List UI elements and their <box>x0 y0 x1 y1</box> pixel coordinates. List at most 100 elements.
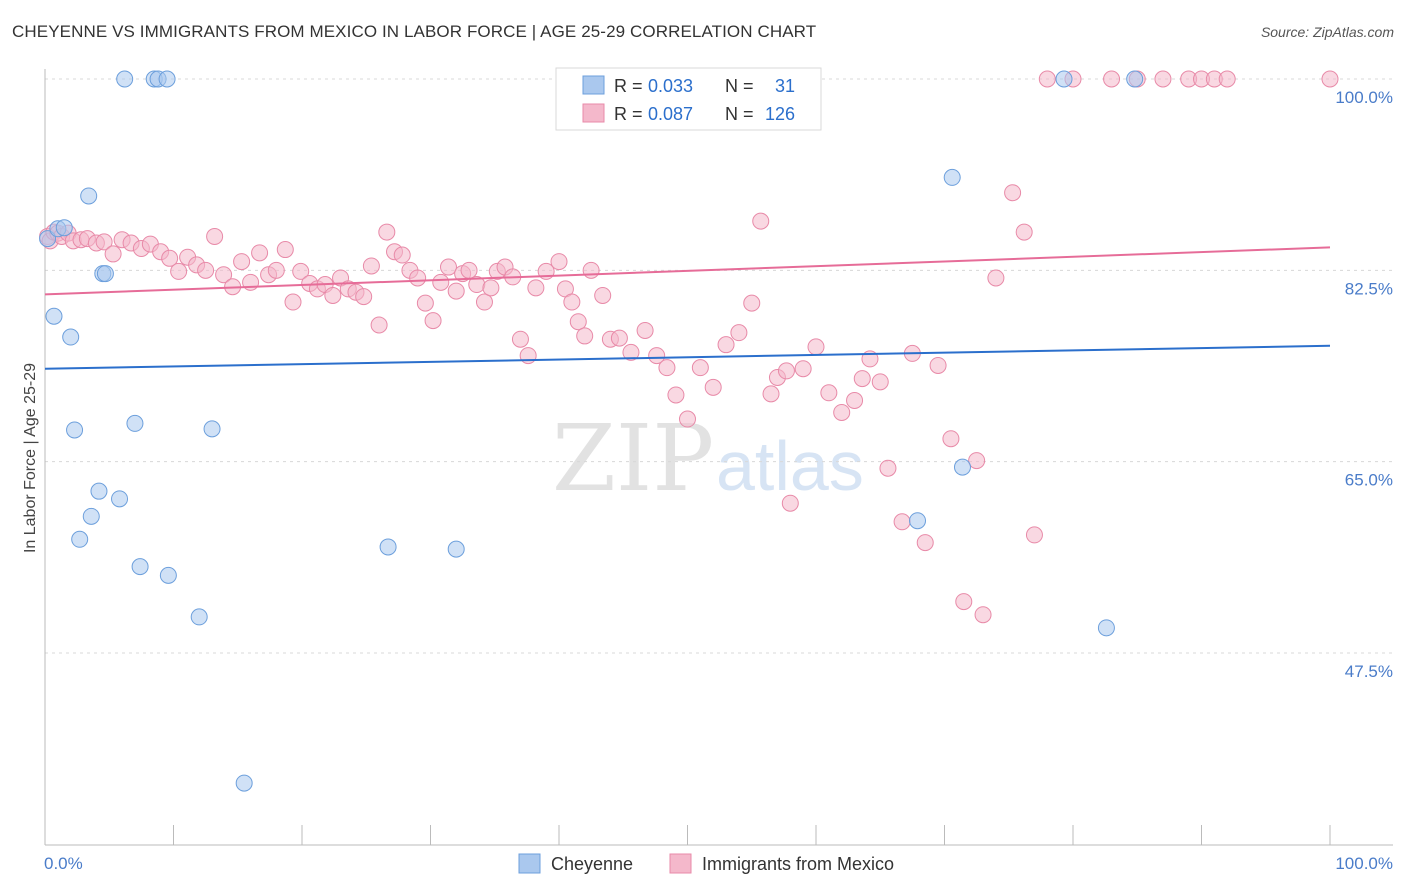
mexico-point-94 <box>846 391 864 409</box>
bottom-legend-label-cheyenne: Cheyenne <box>551 854 633 874</box>
mexico-point-43 <box>378 223 396 241</box>
mexico-point-70 <box>582 261 600 279</box>
y-tick-label-2: 82.5% <box>1345 279 1393 298</box>
cheyenne-point-0 <box>39 230 57 248</box>
mexico-point-77 <box>658 359 676 377</box>
mexico-point-42 <box>370 316 388 334</box>
mexico-point-106 <box>974 606 992 624</box>
mexico-point-120 <box>1321 70 1339 88</box>
mexico-point-21 <box>197 261 215 279</box>
mexico-point-102 <box>929 356 947 374</box>
y-tick-label-3: 100.0% <box>1335 88 1393 107</box>
mexico-point-71 <box>594 286 612 304</box>
mexico-point-99 <box>893 513 911 531</box>
mexico-point-80 <box>691 359 709 377</box>
mexico-point-65 <box>550 253 568 271</box>
cheyenne-point-11 <box>158 70 176 88</box>
chart-title: CHEYENNE VS IMMIGRANTS FROM MEXICO IN LA… <box>12 22 817 41</box>
mexico-point-30 <box>276 241 294 259</box>
y-tick-label-1: 65.0% <box>1345 471 1393 490</box>
mexico-point-11 <box>104 245 122 263</box>
mexico-point-110 <box>1025 526 1043 544</box>
cheyenne-point-7 <box>96 265 114 283</box>
cheyenne-point-4 <box>62 328 80 346</box>
mexico-point-41 <box>362 257 380 275</box>
mexico-point-85 <box>752 212 770 230</box>
mexico-point-95 <box>853 370 871 388</box>
mexico-point-115 <box>1154 70 1172 88</box>
cheyenne-point-14 <box>203 420 221 438</box>
y-tick-label-0: 47.5% <box>1345 662 1393 681</box>
mexico-point-79 <box>679 410 696 428</box>
series-cheyenne <box>39 70 1144 792</box>
cheyenne-point-21 <box>190 608 208 626</box>
mexico-point-91 <box>807 338 825 356</box>
cheyenne-point-26 <box>953 458 971 476</box>
axes <box>44 69 1393 846</box>
y-axis-label: In Labor Force | Age 25-29 <box>22 363 39 553</box>
mexico-point-27 <box>251 244 269 262</box>
legend-r-label-mexico: R = <box>614 104 643 124</box>
watermark-atlas: atlas <box>716 427 864 505</box>
y-tick-labels: 47.5% 65.0% 82.5% 100.0% <box>1335 88 1393 681</box>
legend-n-value-cheyenne: 31 <box>775 76 795 96</box>
mexico-point-86 <box>762 385 780 403</box>
mexico-point-98 <box>879 459 897 477</box>
bottom-legend-swatch-mexico <box>669 853 692 874</box>
x-tick-label-max: 100.0% <box>1335 854 1393 873</box>
mexico-point-74 <box>622 343 640 361</box>
trend-line-mexico <box>44 246 1331 296</box>
mexico-point-109 <box>1015 223 1033 241</box>
mexico-point-45 <box>393 246 411 264</box>
mexico-point-113 <box>1103 70 1121 88</box>
mexico-point-75 <box>636 321 654 339</box>
mexico-point-103 <box>942 430 960 448</box>
mexico-point-25 <box>233 253 251 271</box>
legend-r-value-cheyenne: 0.033 <box>648 76 693 96</box>
mexico-point-82 <box>717 336 735 354</box>
mexico-point-90 <box>794 360 812 378</box>
mexico-point-22 <box>206 227 224 245</box>
mexico-point-52 <box>447 282 465 300</box>
mexico-point-69 <box>576 327 594 345</box>
cheyenne-point-27 <box>909 512 927 530</box>
mexico-point-76 <box>648 347 666 365</box>
mexico-point-56 <box>475 293 493 311</box>
cheyenne-point-15 <box>90 482 108 500</box>
mexico-point-31 <box>284 293 302 311</box>
mexico-point-93 <box>833 403 851 421</box>
mexico-point-78 <box>667 386 685 404</box>
mexico-point-89 <box>781 494 799 512</box>
cheyenne-point-25 <box>943 168 961 186</box>
mexico-point-108 <box>1004 184 1022 202</box>
mexico-point-48 <box>416 294 434 312</box>
mexico-point-83 <box>730 324 748 342</box>
mexico-point-63 <box>527 279 545 297</box>
stats-legend: R = 0.033 N = 31 R = 0.087 N = 126 <box>555 67 822 131</box>
mexico-point-119 <box>1218 70 1236 88</box>
trend-line-cheyenne <box>44 344 1331 370</box>
legend-n-label-cheyenne: N = <box>725 76 754 96</box>
cheyenne-point-16 <box>111 490 129 508</box>
cheyenne-point-19 <box>131 558 149 576</box>
mexico-point-104 <box>955 593 973 611</box>
trend-lines <box>44 246 1331 370</box>
mexico-point-32 <box>292 262 310 280</box>
cheyenne-point-22 <box>379 538 397 556</box>
cheyenne-point-12 <box>66 421 84 439</box>
mexico-point-10 <box>95 233 113 251</box>
mexico-point-18 <box>170 262 188 280</box>
bottom-legend-swatch-cheyenne <box>518 853 541 874</box>
cheyenne-point-17 <box>82 507 100 525</box>
mexico-point-54 <box>460 261 478 279</box>
mexico-point-40 <box>355 288 373 306</box>
bottom-legend: Cheyenne Immigrants from Mexico <box>518 853 894 874</box>
legend-n-value-mexico: 126 <box>765 104 795 124</box>
legend-r-label-cheyenne: R = <box>614 76 643 96</box>
cheyenne-point-30 <box>1097 619 1115 637</box>
series-immigrants-from-mexico <box>39 70 1339 624</box>
cheyenne-point-24 <box>235 774 253 792</box>
mexico-point-17 <box>161 249 179 267</box>
mexico-point-47 <box>409 269 427 287</box>
